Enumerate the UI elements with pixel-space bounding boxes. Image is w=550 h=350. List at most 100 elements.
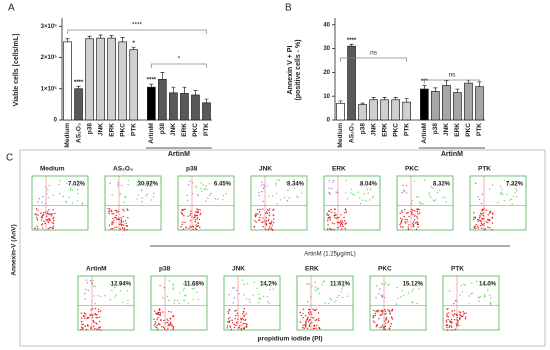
event-dot (80, 320, 83, 323)
event-dot (327, 224, 329, 226)
event-dot (412, 209, 414, 212)
bar (336, 102, 345, 121)
y-tick-label: 30 (323, 46, 330, 52)
event-dot (242, 319, 245, 321)
event-dot (238, 293, 240, 295)
event-dot (379, 288, 381, 290)
event-dot (376, 324, 378, 327)
event-dot (182, 228, 185, 230)
event-dot (405, 192, 408, 194)
event-dot (234, 318, 236, 320)
event-dot (189, 180, 191, 182)
event-dot (210, 193, 212, 195)
plot-frame (177, 175, 235, 231)
event-dot (119, 228, 121, 230)
event-dot (338, 295, 340, 297)
event-dot (225, 193, 227, 195)
event-dot (169, 321, 172, 323)
event-dot (499, 185, 502, 188)
event-dot (258, 293, 260, 295)
event-dot (184, 208, 186, 210)
event-dot (40, 224, 43, 226)
event-dot (192, 285, 195, 287)
event-dot (481, 223, 483, 225)
event-dot (125, 225, 128, 227)
event-dot (69, 189, 72, 191)
event-dot (372, 316, 375, 319)
event-dot (117, 182, 119, 184)
event-dot (315, 308, 317, 310)
event-dot (233, 326, 236, 329)
event-dot (451, 322, 453, 324)
event-dot (271, 228, 273, 230)
event-dot (416, 217, 419, 219)
plot-title: AS₂O₃ (113, 166, 133, 173)
event-dot (446, 326, 448, 329)
event-dot (439, 189, 441, 191)
x-tick-label: PKC (119, 123, 126, 137)
event-dot (123, 210, 125, 212)
event-dot (344, 192, 347, 194)
event-dot (92, 325, 95, 328)
event-dot (380, 309, 383, 312)
significance-label: **** (347, 38, 357, 44)
event-dot (384, 310, 387, 312)
event-dot (475, 280, 478, 283)
event-dot (275, 192, 278, 195)
event-dot (234, 310, 236, 312)
event-dot (141, 201, 143, 203)
event-dot (169, 317, 171, 319)
event-dot (308, 283, 310, 285)
event-dot (86, 316, 89, 319)
event-dot (479, 214, 481, 217)
error-bar (382, 97, 387, 100)
event-dot (46, 219, 49, 221)
event-dot (436, 191, 439, 194)
event-dot (65, 200, 67, 202)
event-dot (233, 297, 236, 299)
event-dot (483, 295, 486, 297)
event-dot (503, 179, 505, 182)
percentage-label: 8.32% (433, 182, 451, 188)
event-dot (334, 217, 336, 219)
event-dot (207, 197, 209, 199)
error-bar (171, 86, 176, 93)
event-dot (435, 199, 437, 201)
event-dot (305, 322, 307, 324)
event-dot (445, 324, 447, 327)
event-dot (412, 225, 415, 227)
event-dot (149, 182, 152, 184)
event-dot (157, 316, 159, 319)
event-dot (233, 287, 235, 289)
event-dot (228, 320, 230, 322)
event-dot (459, 294, 461, 296)
event-dot (380, 326, 383, 328)
event-dot (243, 308, 245, 310)
event-dot (477, 227, 479, 229)
event-dot (422, 203, 424, 205)
event-dot (497, 201, 499, 204)
event-dot (299, 321, 301, 323)
event-dot (110, 227, 112, 230)
event-dot (428, 194, 431, 197)
plot-title: JNK (259, 166, 272, 173)
event-dot (453, 302, 455, 305)
event-dot (95, 316, 97, 319)
event-dot (411, 211, 413, 214)
event-dot (51, 221, 53, 224)
event-dot (94, 313, 96, 316)
bar (358, 104, 367, 121)
event-dot (150, 199, 153, 201)
event-dot (400, 217, 402, 220)
event-dot (417, 196, 419, 199)
event-dot (332, 179, 335, 182)
event-dot (346, 197, 349, 200)
event-dot (449, 321, 452, 324)
event-dot (271, 229, 274, 231)
event-dot (381, 294, 383, 296)
event-dot (334, 212, 336, 214)
event-dot (373, 309, 375, 312)
event-dot (51, 215, 53, 217)
event-dot (108, 210, 111, 212)
event-dot (193, 287, 195, 290)
